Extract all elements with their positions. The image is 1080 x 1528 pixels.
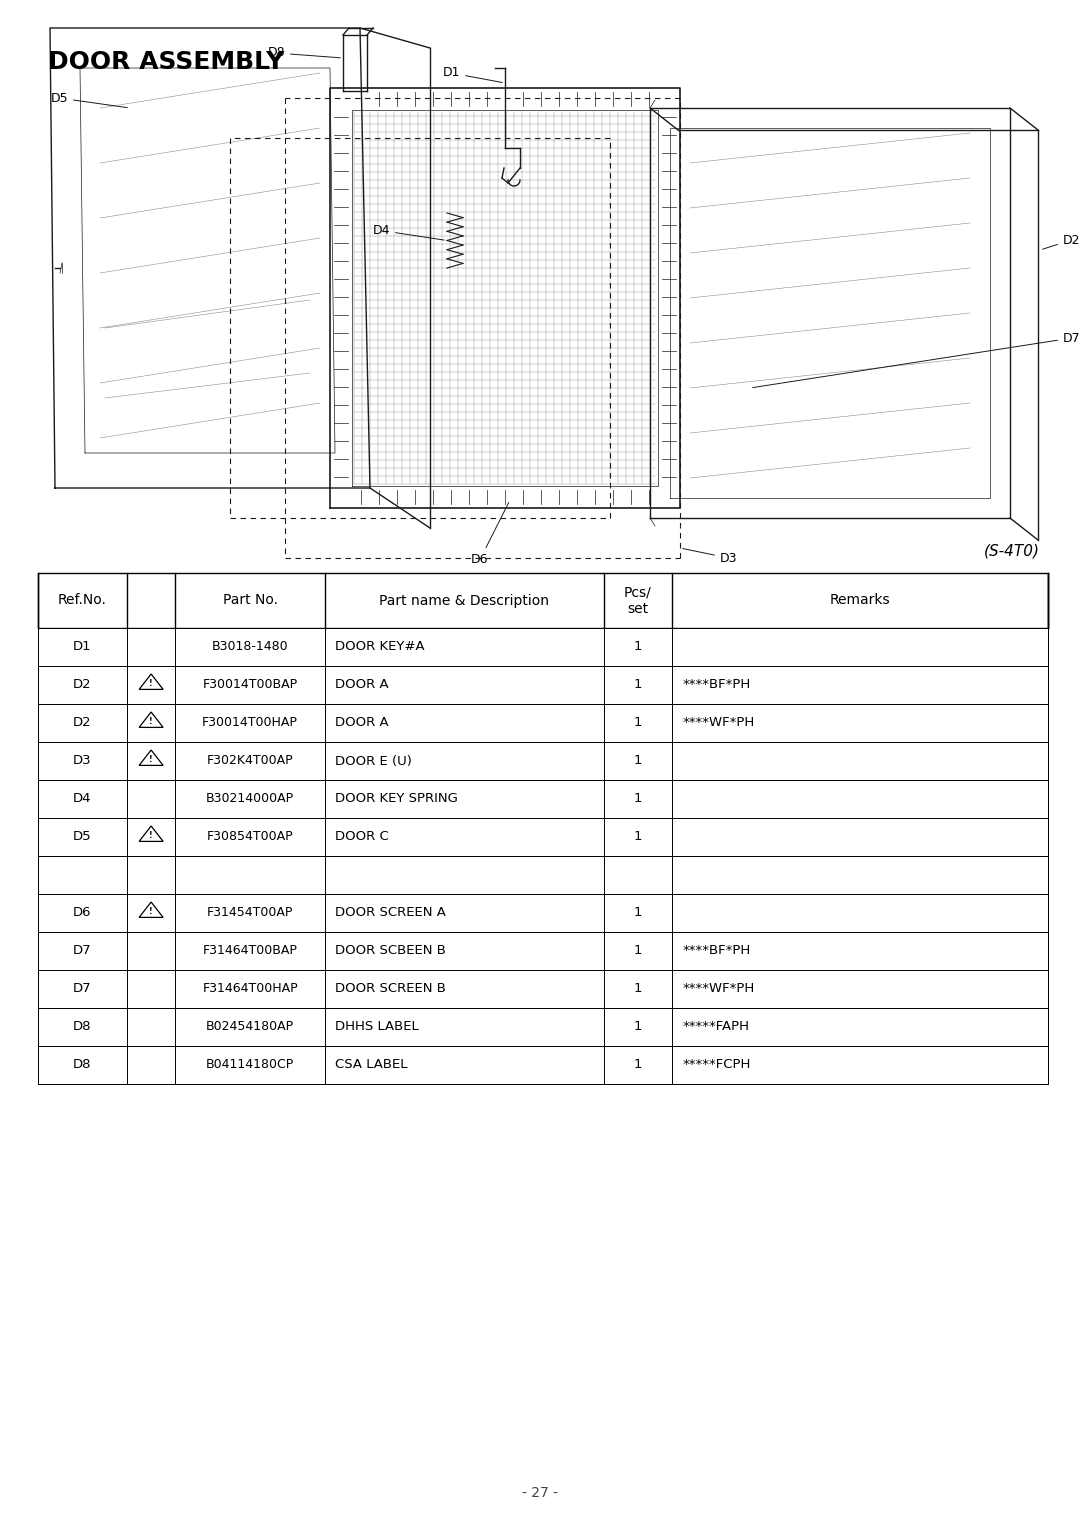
Text: Pcs/
set: Pcs/ set [624,585,652,616]
Text: B04114180CP: B04114180CP [206,1059,294,1071]
Text: D3: D3 [683,549,738,564]
Bar [38,856,1048,894]
Text: B3018-1480: B3018-1480 [212,640,288,654]
Text: D6: D6 [471,503,509,565]
Text: D2: D2 [1042,234,1080,249]
Text: 1: 1 [634,793,643,805]
Text: D4: D4 [73,793,92,805]
Bar [38,704,1048,743]
Text: CSA LABEL: CSA LABEL [335,1059,407,1071]
Text: DOOR SCREEN B: DOOR SCREEN B [335,983,446,996]
Text: 1: 1 [634,906,643,920]
Text: Part No.: Part No. [222,593,278,608]
Text: Part name & Description: Part name & Description [379,593,550,608]
Text: B02454180AP: B02454180AP [206,1021,294,1033]
Bar [38,970,1048,1008]
Text: F30854T00AP: F30854T00AP [206,831,294,843]
Text: F31454T00AP: F31454T00AP [207,906,294,920]
Text: D1: D1 [73,640,92,654]
Text: 1: 1 [634,831,643,843]
Text: D5: D5 [73,831,92,843]
Text: F31464T00HAP: F31464T00HAP [202,983,298,996]
Text: 1: 1 [634,678,643,692]
Text: 1: 1 [634,1021,643,1033]
Text: D2: D2 [73,678,92,692]
Text: 1: 1 [634,717,643,729]
Text: - 27 -: - 27 - [522,1487,558,1500]
Text: 1: 1 [634,640,643,654]
Text: D6: D6 [73,906,92,920]
Bar [38,932,1048,970]
Text: *****FCPH: *****FCPH [683,1059,751,1071]
Text: F30014T00BAP: F30014T00BAP [203,678,298,692]
Text: F31464T00BAP: F31464T00BAP [203,944,297,958]
Text: DOOR A: DOOR A [335,717,389,729]
Text: DOOR SCBEEN B: DOOR SCBEEN B [335,944,446,958]
Text: ****WF*PH: ****WF*PH [683,717,755,729]
Bar [38,1008,1048,1047]
Text: (S-4T0): (S-4T0) [984,542,1040,558]
Bar [38,666,1048,704]
Text: D2: D2 [73,717,92,729]
Bar [38,743,1048,779]
Text: D8: D8 [73,1059,92,1071]
Text: DOOR A: DOOR A [335,678,389,692]
Text: D8: D8 [73,1021,92,1033]
Text: !: ! [149,831,153,840]
Bar [38,894,1048,932]
Text: F302K4T00AP: F302K4T00AP [206,755,294,767]
Text: DOOR KEY SPRING: DOOR KEY SPRING [335,793,458,805]
Text: 1: 1 [634,1059,643,1071]
Text: !: ! [149,755,153,764]
Bar [38,628,1048,666]
Text: *****FAPH: *****FAPH [683,1021,750,1033]
Text: !: ! [149,680,153,689]
Text: DOOR ASSEMBLY: DOOR ASSEMBLY [48,50,284,73]
Bar [38,779,1048,817]
Text: ****BF*PH: ****BF*PH [683,678,751,692]
Text: D3: D3 [73,755,92,767]
Text: F30014T00HAP: F30014T00HAP [202,717,298,729]
Text: DOOR KEY#A: DOOR KEY#A [335,640,424,654]
Text: D7: D7 [753,332,1080,388]
Text: Remarks: Remarks [829,593,890,608]
Text: 1: 1 [634,944,643,958]
Text: !: ! [149,718,153,726]
Bar [38,817,1048,856]
Text: D8: D8 [268,46,340,60]
Text: DHHS LABEL: DHHS LABEL [335,1021,419,1033]
Text: D4: D4 [373,225,444,240]
Text: 1: 1 [634,755,643,767]
Text: ****WF*PH: ****WF*PH [683,983,755,996]
Bar [38,573,1048,628]
Text: D7: D7 [73,944,92,958]
Text: 1: 1 [634,983,643,996]
Text: DOOR E (U): DOOR E (U) [335,755,411,767]
Text: Ref.No.: Ref.No. [58,593,107,608]
Text: !: ! [149,908,153,917]
Text: DOOR SCREEN A: DOOR SCREEN A [335,906,446,920]
Text: ****BF*PH: ****BF*PH [683,944,751,958]
Text: DOOR C: DOOR C [335,831,389,843]
Bar [38,1047,1048,1083]
Text: B30214000AP: B30214000AP [206,793,294,805]
Text: D7: D7 [73,983,92,996]
Text: D1: D1 [443,67,502,83]
Text: D5: D5 [51,92,127,107]
